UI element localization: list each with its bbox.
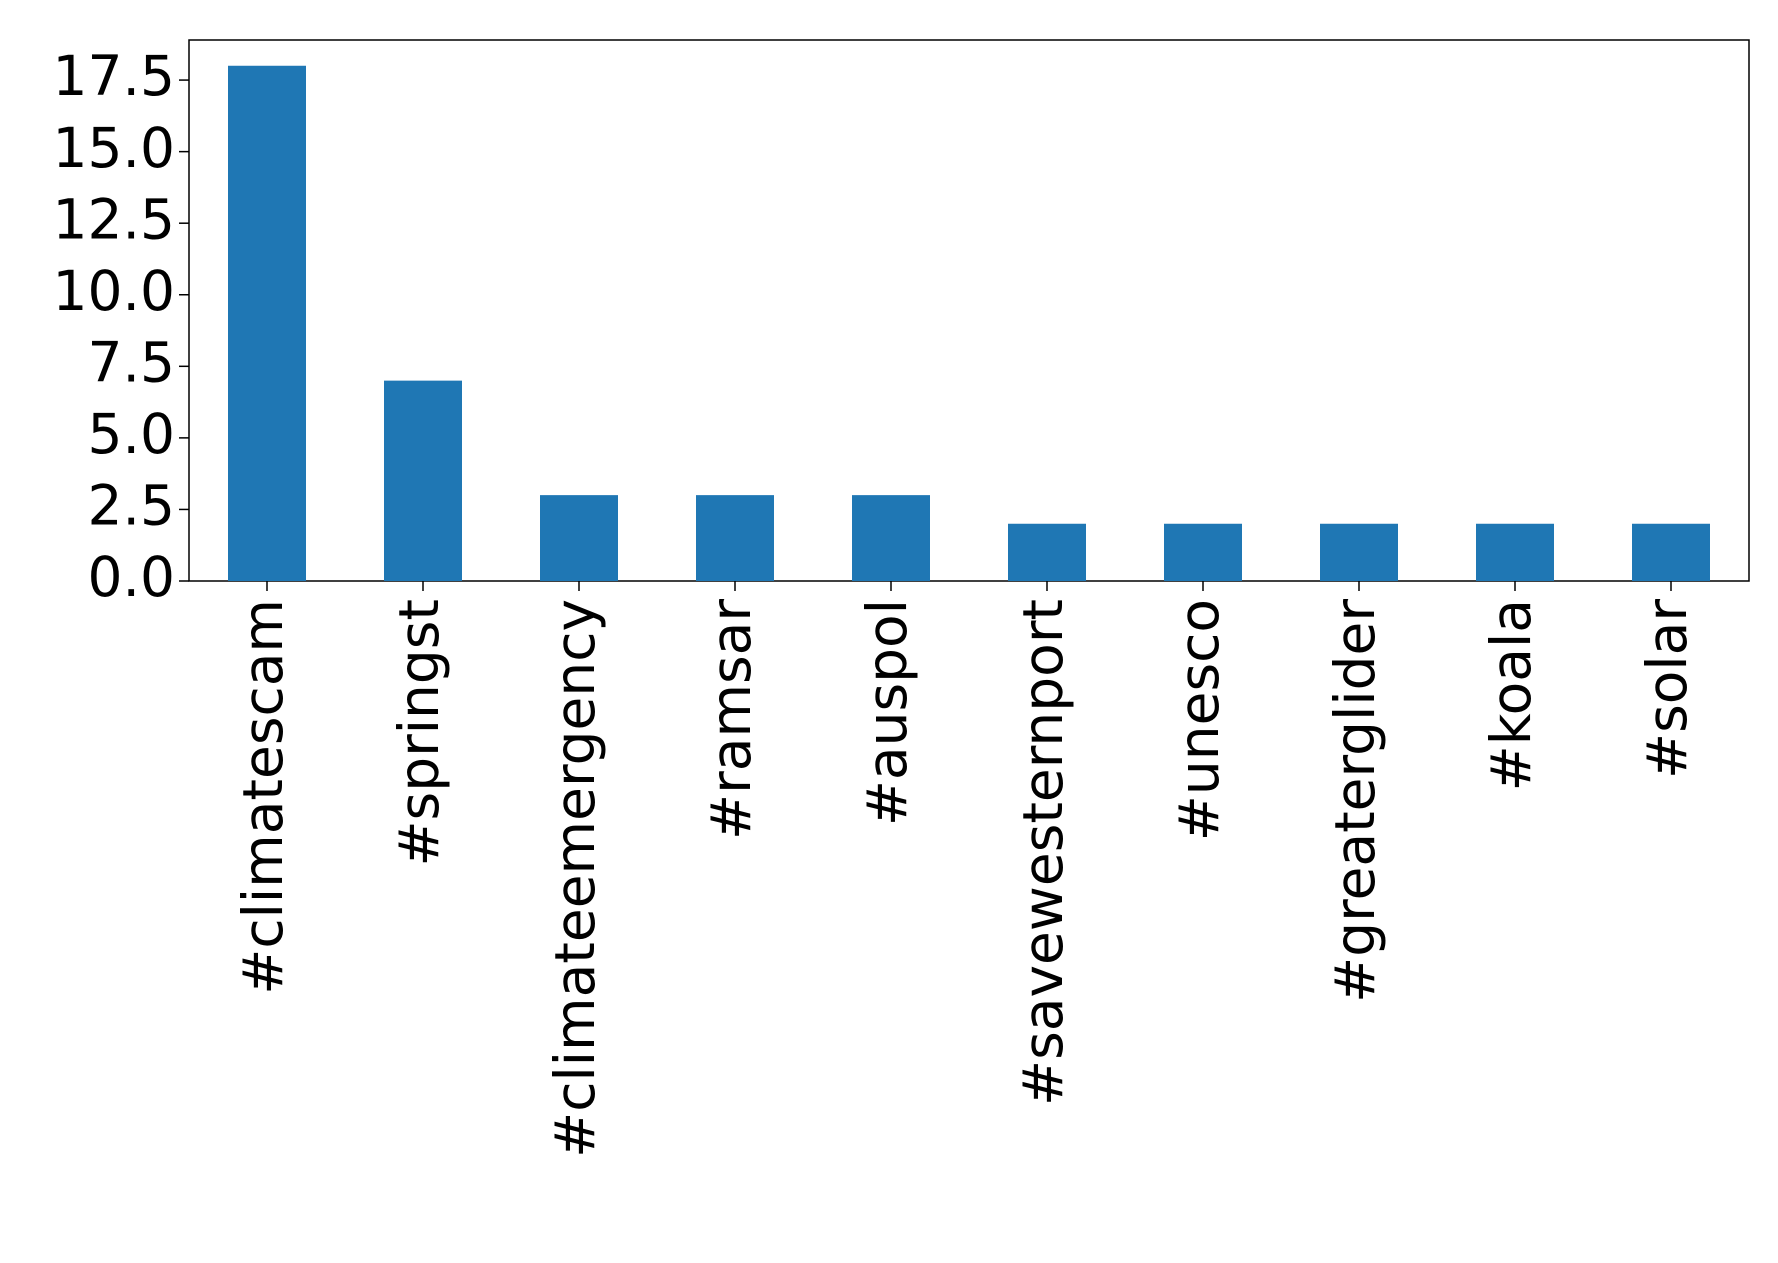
bar xyxy=(1320,523,1398,581)
x-tick-label: #solar xyxy=(1635,599,1699,779)
y-tick-label: 2.5 xyxy=(88,474,175,538)
y-tick-label: 5.0 xyxy=(88,402,175,466)
x-tick-label: #auspol xyxy=(855,599,919,826)
x-tick-label: #climatescam xyxy=(231,599,295,995)
bar xyxy=(228,65,306,581)
x-tick-label: #unesco xyxy=(1167,599,1231,841)
y-tick-label: 0.0 xyxy=(88,545,175,609)
y-tick-label: 12.5 xyxy=(53,187,175,251)
x-tick-label: #savewesternport xyxy=(1011,599,1075,1106)
bar xyxy=(384,380,462,581)
x-tick-label: #ramsar xyxy=(699,599,763,840)
bar xyxy=(696,495,774,581)
y-tick-label: 10.0 xyxy=(53,259,175,323)
bar xyxy=(1008,523,1086,581)
y-tick-label: 17.5 xyxy=(53,44,175,108)
y-tick-label: 15.0 xyxy=(53,116,175,180)
bar xyxy=(540,495,618,581)
bar xyxy=(1476,523,1554,581)
x-tick-label: #springst xyxy=(387,599,451,867)
bar xyxy=(852,495,930,581)
bar xyxy=(1632,523,1710,581)
y-tick-label: 7.5 xyxy=(88,330,175,394)
x-tick-label: #koala xyxy=(1479,599,1543,791)
x-tick-label: #greaterglider xyxy=(1323,599,1387,1003)
x-tick-label: #climateemergency xyxy=(543,599,607,1158)
bar xyxy=(1164,523,1242,581)
plot-frame xyxy=(188,39,1750,582)
